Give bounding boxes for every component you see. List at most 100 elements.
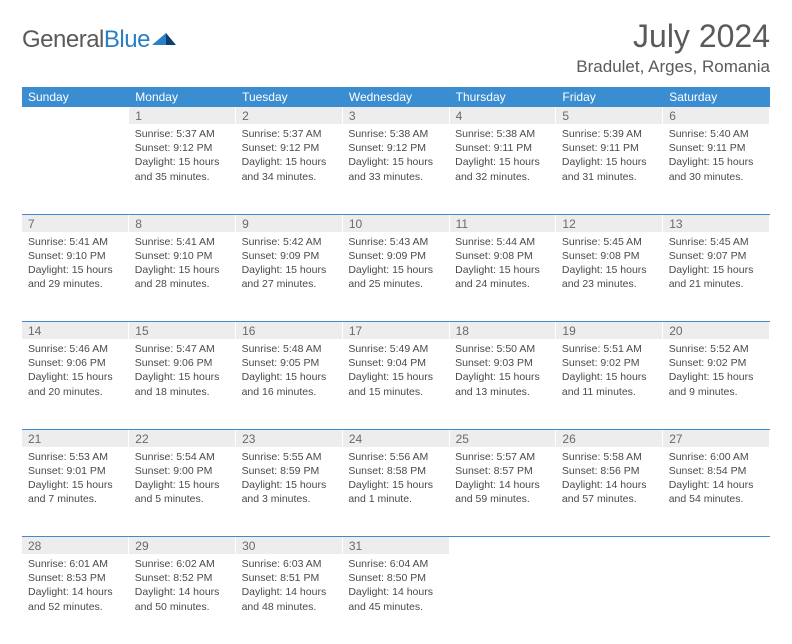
day-cell: Sunrise: 5:56 AMSunset: 8:58 PMDaylight:…: [342, 447, 449, 537]
sunset-text: Sunset: 9:11 PM: [669, 141, 764, 155]
day-cell: [22, 124, 129, 214]
day-cell: Sunrise: 5:58 AMSunset: 8:56 PMDaylight:…: [556, 447, 663, 537]
day-number: 3: [342, 107, 449, 124]
sunset-text: Sunset: 8:56 PM: [562, 464, 657, 478]
sunrise-text: Sunrise: 5:51 AM: [562, 342, 657, 356]
daylight-text-1: Daylight: 14 hours: [135, 585, 230, 599]
day-details: Sunrise: 5:38 AMSunset: 9:11 PMDaylight:…: [449, 124, 556, 190]
day-cell: Sunrise: 6:02 AMSunset: 8:52 PMDaylight:…: [129, 554, 236, 644]
daylight-text-2: and 31 minutes.: [562, 170, 657, 184]
sunrise-text: Sunrise: 5:52 AM: [669, 342, 764, 356]
sunrise-text: Sunrise: 5:49 AM: [348, 342, 443, 356]
day-number-row: 123456: [22, 107, 770, 124]
sunrise-text: Sunrise: 5:44 AM: [455, 235, 550, 249]
day-details: Sunrise: 5:46 AMSunset: 9:06 PMDaylight:…: [22, 339, 129, 405]
day-details: Sunrise: 5:40 AMSunset: 9:11 PMDaylight:…: [663, 124, 770, 190]
sunset-text: Sunset: 9:10 PM: [135, 249, 230, 263]
daylight-text-2: and 9 minutes.: [669, 385, 764, 399]
daylight-text-2: and 16 minutes.: [242, 385, 337, 399]
weekday-header: Sunday: [22, 87, 129, 107]
daylight-text-1: Daylight: 14 hours: [348, 585, 443, 599]
daylight-text-1: Daylight: 15 hours: [348, 263, 443, 277]
daylight-text-1: Daylight: 15 hours: [242, 478, 337, 492]
day-number: 26: [556, 429, 663, 447]
day-cell: Sunrise: 5:44 AMSunset: 9:08 PMDaylight:…: [449, 232, 556, 322]
daylight-text-2: and 59 minutes.: [455, 492, 550, 506]
sunset-text: Sunset: 9:05 PM: [242, 356, 337, 370]
day-cell: Sunrise: 5:42 AMSunset: 9:09 PMDaylight:…: [236, 232, 343, 322]
sunset-text: Sunset: 9:02 PM: [562, 356, 657, 370]
daylight-text-2: and 21 minutes.: [669, 277, 764, 291]
day-cell: Sunrise: 5:49 AMSunset: 9:04 PMDaylight:…: [342, 339, 449, 429]
day-cell: Sunrise: 6:03 AMSunset: 8:51 PMDaylight:…: [236, 554, 343, 644]
day-details: Sunrise: 5:37 AMSunset: 9:12 PMDaylight:…: [236, 124, 343, 190]
sunrise-text: Sunrise: 5:37 AM: [135, 127, 230, 141]
day-number-row: 78910111213: [22, 214, 770, 232]
day-details: Sunrise: 5:38 AMSunset: 9:12 PMDaylight:…: [342, 124, 449, 190]
weekday-header: Friday: [556, 87, 663, 107]
day-cell: Sunrise: 5:38 AMSunset: 9:11 PMDaylight:…: [449, 124, 556, 214]
day-cell: Sunrise: 5:50 AMSunset: 9:03 PMDaylight:…: [449, 339, 556, 429]
day-number: 10: [342, 214, 449, 232]
sunrise-text: Sunrise: 5:43 AM: [348, 235, 443, 249]
sunset-text: Sunset: 8:54 PM: [669, 464, 764, 478]
day-cell: [663, 554, 770, 644]
sunrise-text: Sunrise: 5:38 AM: [455, 127, 550, 141]
day-number: [22, 107, 129, 124]
day-cell: Sunrise: 5:39 AMSunset: 9:11 PMDaylight:…: [556, 124, 663, 214]
day-number: [556, 537, 663, 555]
sunrise-text: Sunrise: 5:56 AM: [348, 450, 443, 464]
daylight-text-2: and 18 minutes.: [135, 385, 230, 399]
day-cell: Sunrise: 6:00 AMSunset: 8:54 PMDaylight:…: [663, 447, 770, 537]
sunrise-text: Sunrise: 5:53 AM: [28, 450, 123, 464]
sunrise-text: Sunrise: 5:48 AM: [242, 342, 337, 356]
sunset-text: Sunset: 9:02 PM: [669, 356, 764, 370]
sunset-text: Sunset: 8:59 PM: [242, 464, 337, 478]
day-details: Sunrise: 5:41 AMSunset: 9:10 PMDaylight:…: [129, 232, 236, 298]
daylight-text-1: Daylight: 15 hours: [562, 263, 657, 277]
sunrise-text: Sunrise: 5:37 AM: [242, 127, 337, 141]
sunset-text: Sunset: 9:11 PM: [455, 141, 550, 155]
day-details: Sunrise: 5:55 AMSunset: 8:59 PMDaylight:…: [236, 447, 343, 513]
daylight-text-1: Daylight: 15 hours: [455, 155, 550, 169]
weekday-header: Tuesday: [236, 87, 343, 107]
month-title: July 2024: [576, 18, 770, 55]
day-details: Sunrise: 5:56 AMSunset: 8:58 PMDaylight:…: [342, 447, 449, 513]
daylight-text-1: Daylight: 15 hours: [669, 370, 764, 384]
day-number: 7: [22, 214, 129, 232]
day-details: Sunrise: 5:45 AMSunset: 9:07 PMDaylight:…: [663, 232, 770, 298]
day-cell: Sunrise: 5:40 AMSunset: 9:11 PMDaylight:…: [663, 124, 770, 214]
weekday-header: Saturday: [663, 87, 770, 107]
day-cell: Sunrise: 5:46 AMSunset: 9:06 PMDaylight:…: [22, 339, 129, 429]
daylight-text-1: Daylight: 15 hours: [28, 370, 123, 384]
day-number: 31: [342, 537, 449, 555]
day-details: Sunrise: 5:53 AMSunset: 9:01 PMDaylight:…: [22, 447, 129, 513]
day-details: Sunrise: 5:54 AMSunset: 9:00 PMDaylight:…: [129, 447, 236, 513]
logo-word1: General: [22, 26, 104, 53]
day-number: 28: [22, 537, 129, 555]
sunrise-text: Sunrise: 5:46 AM: [28, 342, 123, 356]
daylight-text-1: Daylight: 15 hours: [348, 478, 443, 492]
day-details: Sunrise: 5:51 AMSunset: 9:02 PMDaylight:…: [556, 339, 663, 405]
day-cell: Sunrise: 5:41 AMSunset: 9:10 PMDaylight:…: [22, 232, 129, 322]
daylight-text-2: and 30 minutes.: [669, 170, 764, 184]
day-details: Sunrise: 5:49 AMSunset: 9:04 PMDaylight:…: [342, 339, 449, 405]
logo-mark-icon: [152, 28, 178, 53]
day-number: 1: [129, 107, 236, 124]
page-header: GeneralBlue July 2024 Bradulet, Arges, R…: [22, 18, 770, 77]
sunrise-text: Sunrise: 5:57 AM: [455, 450, 550, 464]
daylight-text-2: and 13 minutes.: [455, 385, 550, 399]
daylight-text-2: and 15 minutes.: [348, 385, 443, 399]
day-number: 23: [236, 429, 343, 447]
weekday-header-row: Sunday Monday Tuesday Wednesday Thursday…: [22, 87, 770, 107]
daylight-text-1: Daylight: 15 hours: [562, 155, 657, 169]
sunset-text: Sunset: 9:07 PM: [669, 249, 764, 263]
daylight-text-2: and 34 minutes.: [242, 170, 337, 184]
sunset-text: Sunset: 9:03 PM: [455, 356, 550, 370]
title-block: July 2024 Bradulet, Arges, Romania: [576, 18, 770, 77]
day-details: Sunrise: 6:00 AMSunset: 8:54 PMDaylight:…: [663, 447, 770, 513]
day-cell: Sunrise: 5:37 AMSunset: 9:12 PMDaylight:…: [129, 124, 236, 214]
sunset-text: Sunset: 9:12 PM: [135, 141, 230, 155]
daylight-text-2: and 23 minutes.: [562, 277, 657, 291]
daylight-text-2: and 7 minutes.: [28, 492, 123, 506]
